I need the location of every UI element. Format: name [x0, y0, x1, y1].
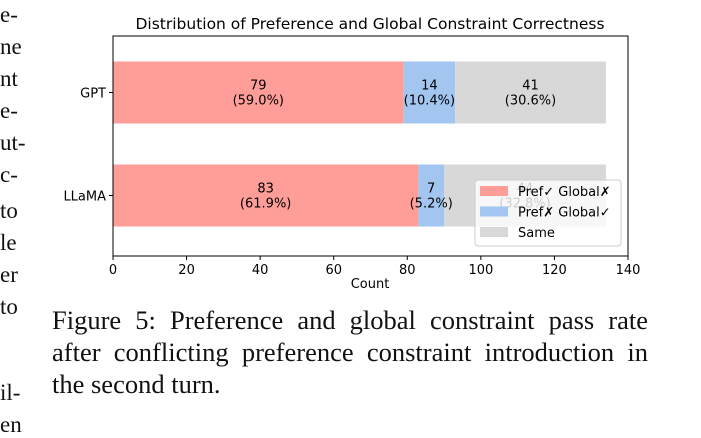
data-label: 83 (61.9%) [240, 182, 291, 212]
legend-swatch [480, 186, 508, 196]
bar-segment [113, 164, 419, 227]
left-fragment: ut- [0, 130, 26, 155]
legend: Pref✓ Global✗ Pref✗ Global✓ Same [474, 179, 622, 247]
plot-frame [112, 35, 629, 257]
figure-caption: Figure 5: Preference and global constrai… [52, 305, 648, 399]
left-column-text-fragments: e- ne nt e- ut- c- to le er to il- en [0, 0, 30, 437]
bar-segment [455, 61, 606, 124]
y-tick-label: GPT [80, 87, 106, 102]
legend-label: Same [518, 226, 555, 241]
data-label: 7 (5.2%) [410, 182, 453, 212]
left-fragment: er [0, 262, 18, 287]
x-tick-label: 40 [252, 263, 269, 278]
stacked-bar-chart: Distribution of Preference and Global Co… [63, 15, 641, 292]
x-tick-label: 60 [325, 263, 342, 278]
left-fragment: to [0, 198, 18, 223]
left-fragment: c- [0, 162, 18, 187]
x-tick-label: 0 [109, 263, 117, 278]
x-tick-label: 140 [616, 263, 641, 278]
chart-title: Distribution of Preference and Global Co… [135, 15, 604, 33]
left-fragment: le [0, 230, 17, 255]
left-fragment: nt [0, 66, 18, 91]
x-tick-label: 100 [468, 263, 493, 278]
left-fragment: e- [0, 2, 18, 27]
bar-segment [418, 164, 445, 227]
x-tick-label: 80 [399, 263, 416, 278]
left-fragment: en [0, 412, 22, 437]
legend-swatch [480, 227, 508, 237]
legend-label: Pref✗ Global✓ [518, 206, 611, 221]
left-fragment: to [0, 294, 18, 319]
bar-segment [403, 61, 456, 124]
left-fragment: il- [0, 380, 21, 405]
data-label: 41 (30.6%) [505, 79, 556, 109]
y-tick-label: LLaMA [63, 190, 106, 205]
data-label: 79 (59.0%) [233, 79, 284, 109]
x-tick-label: 20 [178, 263, 195, 278]
legend-label: Pref✓ Global✗ [518, 185, 611, 200]
x-tick-label: 120 [542, 263, 567, 278]
bar-segment [113, 61, 404, 124]
x-axis-label: Count [351, 277, 390, 292]
left-fragment: e- [0, 98, 18, 123]
legend-box [474, 179, 622, 247]
data-label: 14 (10.4%) [404, 79, 455, 109]
legend-swatch [480, 206, 508, 217]
left-fragment: ne [0, 34, 22, 59]
